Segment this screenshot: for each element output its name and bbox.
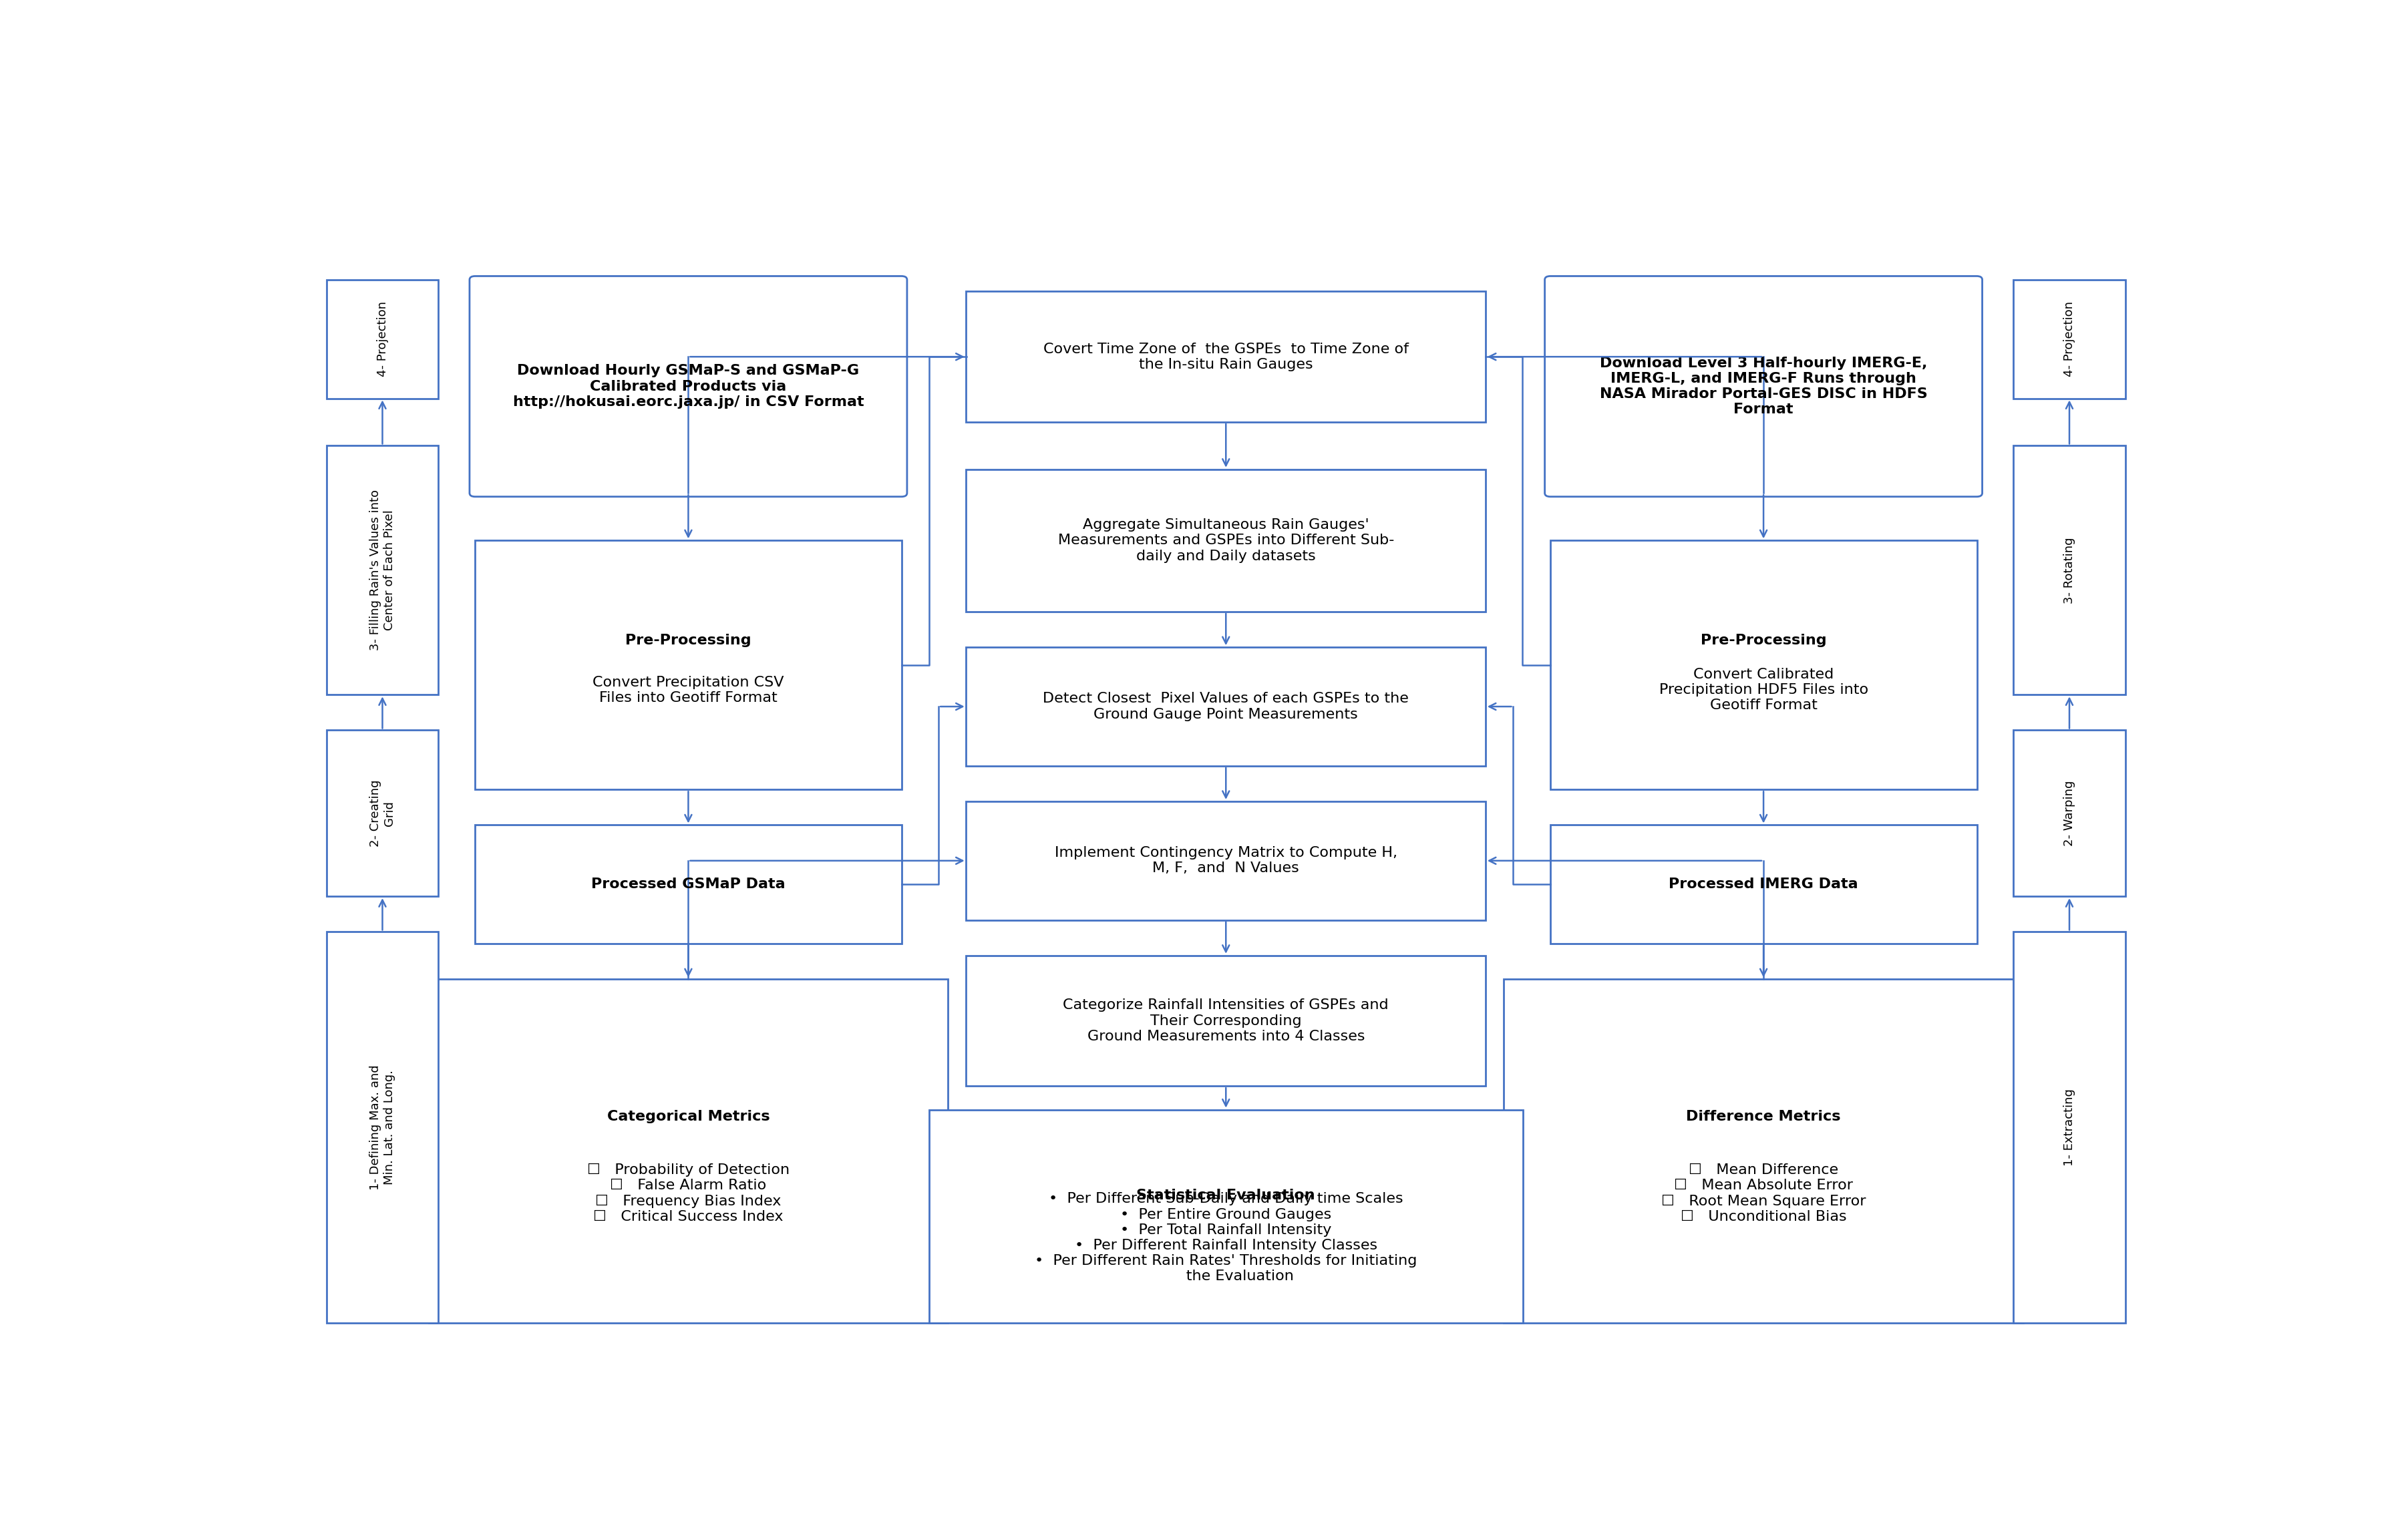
Text: Convert Calibrated
Precipitation HDF5 Files into
Geotiff Format: Convert Calibrated Precipitation HDF5 Fi… (1660, 668, 1868, 711)
FancyBboxPatch shape (2014, 730, 2124, 896)
FancyBboxPatch shape (966, 647, 1485, 765)
Text: ☐   Mean Difference
☐   Mean Absolute Error
☐   Root Mean Square Error
☐   Uncon: ☐ Mean Difference ☐ Mean Absolute Error … (1660, 1147, 1866, 1223)
Text: Download Hourly GSMaP-S and GSMaP-G
Calibrated Products via
http://hokusai.eorc.: Download Hourly GSMaP-S and GSMaP-G Cali… (512, 365, 864, 408)
FancyBboxPatch shape (328, 445, 438, 695)
Text: 4- Projection: 4- Projection (376, 302, 388, 377)
Text: Difference Metrics: Difference Metrics (1686, 1110, 1842, 1124)
Text: Implement Contingency Matrix to Compute H,
M, F,  and  N Values: Implement Contingency Matrix to Compute … (1055, 847, 1397, 875)
FancyBboxPatch shape (2014, 932, 2124, 1323)
Text: Processed IMERG Data: Processed IMERG Data (1670, 878, 1859, 892)
Text: Detect Closest  Pixel Values of each GSPEs to the
Ground Gauge Point Measurement: Detect Closest Pixel Values of each GSPE… (1043, 691, 1409, 721)
Text: 4- Projection: 4- Projection (2064, 302, 2076, 377)
FancyBboxPatch shape (966, 955, 1485, 1086)
Text: Covert Time Zone of  the GSPEs  to Time Zone of
the In-situ Rain Gauges: Covert Time Zone of the GSPEs to Time Zo… (1043, 342, 1409, 371)
Text: 2- Warping: 2- Warping (2064, 781, 2076, 845)
FancyBboxPatch shape (428, 979, 947, 1323)
FancyBboxPatch shape (966, 291, 1485, 422)
Text: Statistical Evaluation: Statistical Evaluation (1136, 1189, 1316, 1201)
FancyBboxPatch shape (1545, 276, 1983, 497)
Text: Aggregate Simultaneous Rain Gauges'
Measurements and GSPEs into Different Sub-
d: Aggregate Simultaneous Rain Gauges' Meas… (1057, 519, 1395, 562)
FancyBboxPatch shape (966, 470, 1485, 611)
Text: Pre-Processing: Pre-Processing (1701, 633, 1827, 647)
FancyBboxPatch shape (1550, 825, 1976, 944)
Text: Processed GSMaP Data: Processed GSMaP Data (591, 878, 785, 892)
FancyBboxPatch shape (328, 730, 438, 896)
FancyBboxPatch shape (469, 276, 907, 497)
FancyBboxPatch shape (1550, 541, 1976, 790)
Text: Pre-Processing: Pre-Processing (624, 633, 751, 647)
FancyBboxPatch shape (2014, 445, 2124, 695)
FancyBboxPatch shape (928, 1110, 1524, 1323)
Text: Categorical Metrics: Categorical Metrics (608, 1110, 770, 1124)
Text: Categorize Rainfall Intensities of GSPEs and
Their Corresponding
Ground Measurem: Categorize Rainfall Intensities of GSPEs… (1062, 998, 1390, 1043)
Text: 3- Filling Rain's Values into
Center of Each Pixel: 3- Filling Rain's Values into Center of … (368, 490, 395, 651)
FancyBboxPatch shape (966, 801, 1485, 919)
FancyBboxPatch shape (328, 280, 438, 399)
Text: 2- Creating
Grid: 2- Creating Grid (368, 779, 395, 847)
Text: Convert Precipitation CSV
Files into Geotiff Format: Convert Precipitation CSV Files into Geo… (593, 676, 785, 704)
FancyBboxPatch shape (476, 541, 902, 790)
Text: 1- Extracting: 1- Extracting (2064, 1089, 2076, 1166)
FancyBboxPatch shape (2014, 280, 2124, 399)
FancyBboxPatch shape (476, 825, 902, 944)
Text: •  Per Different Sub-Daily and Daily time Scales
•  Per Entire Ground Gauges
•  : • Per Different Sub-Daily and Daily time… (1036, 1192, 1416, 1283)
FancyBboxPatch shape (1505, 979, 2024, 1323)
Text: 1- Defining Max. and
Min. Lat. and Long.: 1- Defining Max. and Min. Lat. and Long. (368, 1064, 395, 1190)
Text: Download Level 3 Half-hourly IMERG-E,
IMERG-L, and IMERG-F Runs through
NASA Mir: Download Level 3 Half-hourly IMERG-E, IM… (1600, 356, 1928, 416)
FancyBboxPatch shape (328, 932, 438, 1323)
Text: ☐   Probability of Detection
☐   False Alarm Ratio
☐   Frequency Bias Index
☐   : ☐ Probability of Detection ☐ False Alarm… (586, 1147, 789, 1223)
Text: 3- Rotating: 3- Rotating (2064, 537, 2076, 604)
